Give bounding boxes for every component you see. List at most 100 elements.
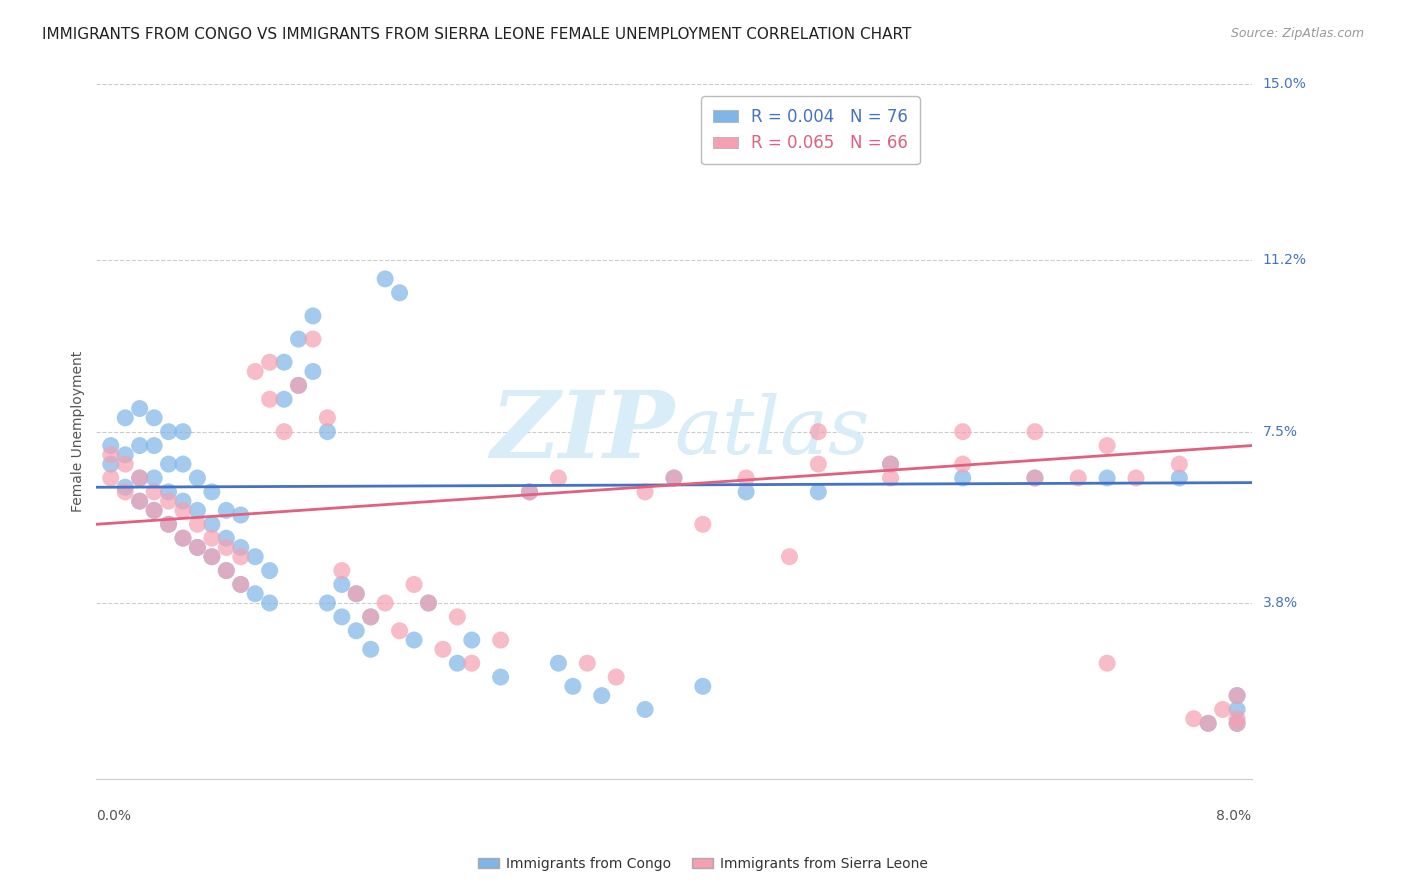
Point	[157, 517, 180, 532]
Point	[128, 471, 150, 485]
Point	[634, 702, 657, 716]
Point	[446, 610, 468, 624]
Y-axis label: Female Unemployment: Female Unemployment	[72, 351, 86, 512]
Point	[201, 549, 224, 564]
Point	[807, 425, 830, 439]
Point	[229, 508, 252, 522]
Text: 7.5%: 7.5%	[1263, 425, 1298, 439]
Point	[201, 549, 224, 564]
Point	[316, 410, 339, 425]
Point	[201, 531, 224, 545]
Point	[157, 517, 180, 532]
Point	[634, 484, 657, 499]
Text: 11.2%: 11.2%	[1263, 253, 1306, 268]
Point	[229, 549, 252, 564]
Point	[1226, 702, 1249, 716]
Point	[229, 577, 252, 591]
Point	[418, 596, 440, 610]
Point	[952, 457, 974, 471]
Point	[807, 484, 830, 499]
Point	[128, 494, 150, 508]
Point	[100, 457, 122, 471]
Point	[143, 410, 166, 425]
Point	[1226, 716, 1249, 731]
Point	[215, 503, 238, 517]
Point	[157, 457, 180, 471]
Point	[128, 494, 150, 508]
Point	[1125, 471, 1147, 485]
Point	[100, 471, 122, 485]
Point	[1095, 656, 1118, 670]
Point	[1182, 712, 1205, 726]
Point	[374, 272, 396, 286]
Point	[114, 410, 136, 425]
Point	[259, 564, 281, 578]
Legend: R = 0.004   N = 76, R = 0.065   N = 66: R = 0.004 N = 76, R = 0.065 N = 66	[702, 96, 920, 164]
Point	[302, 309, 325, 323]
Point	[186, 517, 208, 532]
Point	[186, 541, 208, 555]
Point	[172, 503, 194, 517]
Point	[143, 484, 166, 499]
Point	[1226, 712, 1249, 726]
Point	[259, 355, 281, 369]
Point	[446, 656, 468, 670]
Point	[489, 633, 512, 648]
Text: ZIP: ZIP	[489, 387, 673, 476]
Point	[114, 457, 136, 471]
Point	[418, 596, 440, 610]
Point	[273, 425, 295, 439]
Point	[330, 564, 353, 578]
Point	[259, 596, 281, 610]
Point	[186, 541, 208, 555]
Point	[344, 624, 367, 638]
Point	[519, 484, 541, 499]
Point	[547, 471, 569, 485]
Point	[1226, 689, 1249, 703]
Point	[1197, 716, 1219, 731]
Point	[114, 448, 136, 462]
Point	[302, 332, 325, 346]
Point	[360, 610, 382, 624]
Point	[114, 484, 136, 499]
Point	[605, 670, 627, 684]
Point	[157, 484, 180, 499]
Point	[128, 401, 150, 416]
Point	[692, 517, 714, 532]
Text: 3.8%: 3.8%	[1263, 596, 1298, 610]
Point	[287, 378, 309, 392]
Point	[1067, 471, 1090, 485]
Point	[402, 633, 425, 648]
Point	[360, 642, 382, 657]
Point	[172, 425, 194, 439]
Point	[662, 471, 685, 485]
Text: 15.0%: 15.0%	[1263, 78, 1306, 92]
Point	[273, 392, 295, 407]
Point	[519, 484, 541, 499]
Legend: Immigrants from Congo, Immigrants from Sierra Leone: Immigrants from Congo, Immigrants from S…	[472, 851, 934, 876]
Point	[1168, 457, 1191, 471]
Text: Source: ZipAtlas.com: Source: ZipAtlas.com	[1230, 27, 1364, 40]
Point	[344, 587, 367, 601]
Point	[287, 332, 309, 346]
Point	[243, 364, 266, 378]
Point	[432, 642, 454, 657]
Point	[330, 577, 353, 591]
Point	[143, 503, 166, 517]
Point	[1095, 471, 1118, 485]
Point	[388, 285, 411, 300]
Point	[388, 624, 411, 638]
Point	[114, 480, 136, 494]
Point	[215, 564, 238, 578]
Point	[273, 355, 295, 369]
Point	[157, 425, 180, 439]
Point	[879, 471, 901, 485]
Point	[952, 471, 974, 485]
Point	[879, 457, 901, 471]
Point	[243, 549, 266, 564]
Point	[1024, 425, 1046, 439]
Point	[143, 503, 166, 517]
Point	[302, 364, 325, 378]
Point	[1212, 702, 1234, 716]
Point	[1226, 689, 1249, 703]
